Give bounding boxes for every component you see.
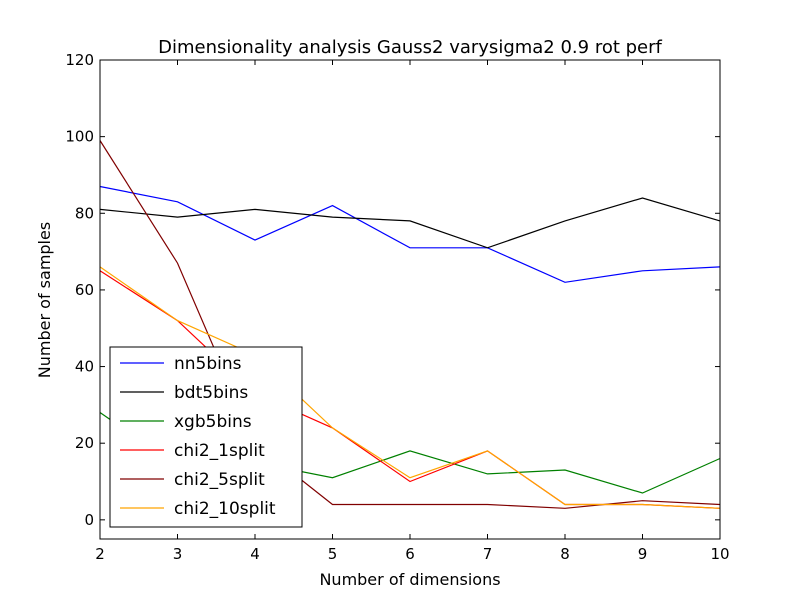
series-line-bdt5bins — [99, 197, 721, 249]
x-tick-label: 5 — [328, 545, 338, 563]
y-tick-label: 60 — [75, 281, 94, 299]
plot-frame — [99, 59, 721, 540]
y-tick-label: 20 — [75, 434, 94, 452]
y-axis-label: Number of samples — [35, 222, 54, 378]
y-tick-label: 80 — [75, 204, 94, 222]
legend-label-xgb5bins: xgb5bins — [174, 412, 252, 432]
legend-label-chi2_5split: chi2_5split — [174, 470, 265, 490]
legend-label-nn5bins: nn5bins — [174, 354, 242, 374]
x-tick-label: 9 — [638, 545, 648, 563]
x-tick-label: 3 — [173, 545, 183, 563]
series-line-chi2_10split — [99, 266, 721, 509]
y-tick-label: 120 — [65, 51, 94, 69]
x-tick-label: 7 — [483, 545, 493, 563]
legend-box — [109, 346, 303, 528]
series-line-chi2_5split — [99, 140, 721, 509]
x-tick-label: 10 — [710, 545, 729, 563]
x-tick-label: 4 — [250, 545, 260, 563]
y-tick-label: 40 — [75, 358, 94, 376]
x-tick-label: 2 — [95, 545, 105, 563]
y-tick-label: 100 — [65, 128, 94, 146]
chart-title: Dimensionality analysis Gauss2 varysigma… — [158, 37, 662, 58]
x-axis-label: Number of dimensions — [319, 570, 500, 589]
y-tick-label: 0 — [84, 511, 94, 529]
x-tick-label: 8 — [560, 545, 570, 563]
legend: nn5bins bdt5bins xgb5bins chi2_1split chi2_5… — [109, 346, 303, 528]
legend-label-bdt5bins: bdt5bins — [174, 383, 248, 403]
legend-label-chi2_10split: chi2_10split — [174, 499, 276, 519]
legend-label-chi2_1split: chi2_1split — [174, 441, 265, 461]
x-tick-label: 6 — [405, 545, 415, 563]
